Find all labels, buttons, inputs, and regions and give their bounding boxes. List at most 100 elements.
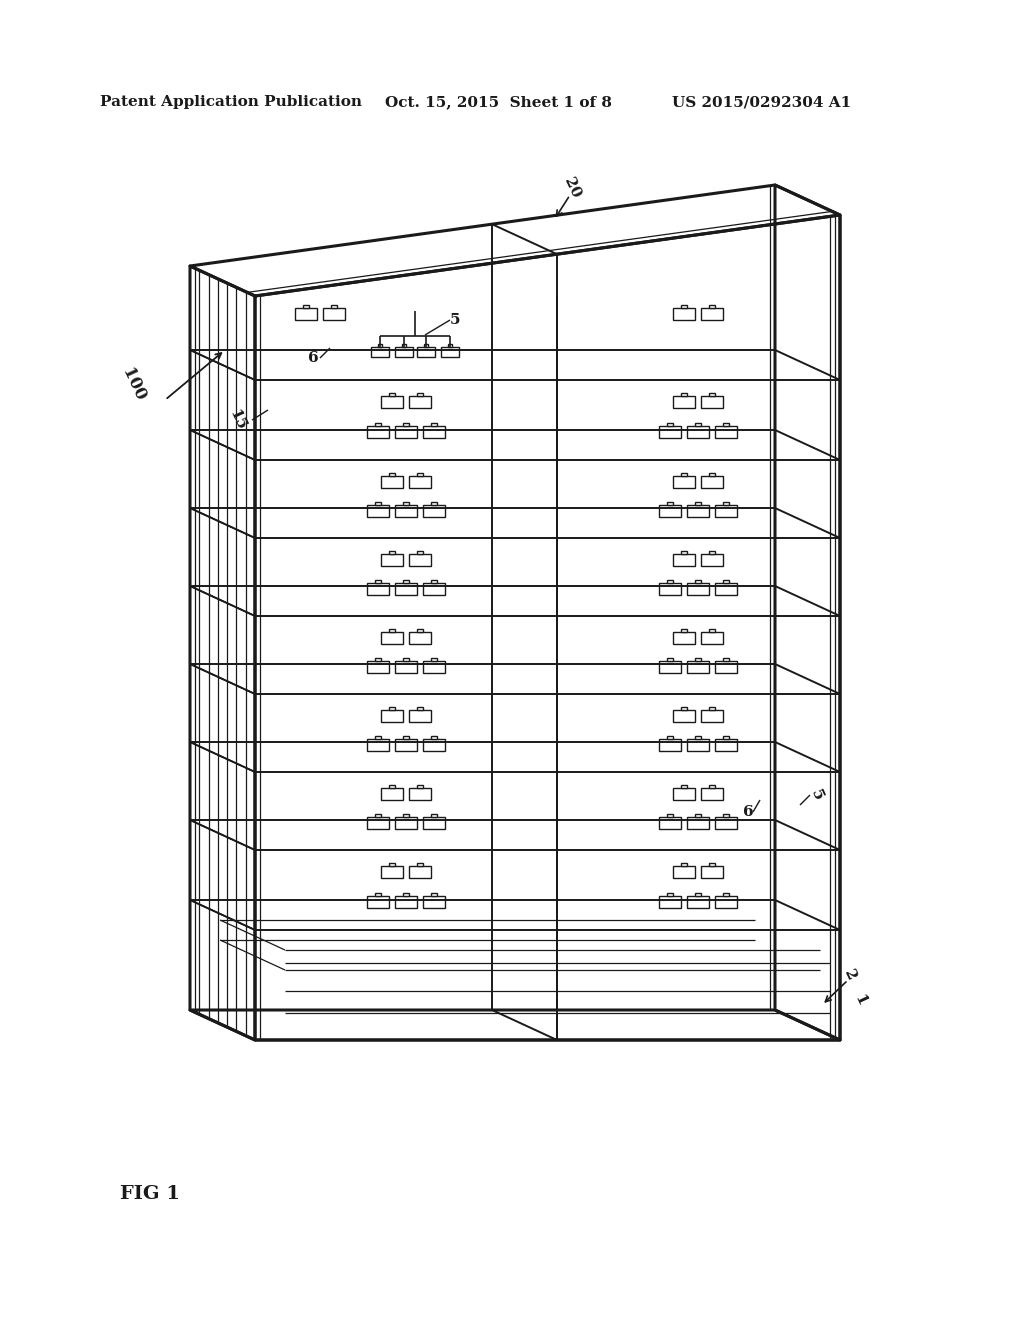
Bar	[723, 735, 729, 739]
Bar	[389, 785, 394, 788]
Bar	[659, 817, 681, 829]
Bar	[403, 579, 409, 582]
Bar	[403, 813, 409, 817]
Bar	[431, 502, 437, 504]
Bar	[395, 426, 417, 438]
Bar	[687, 661, 709, 673]
Bar	[715, 582, 737, 595]
Bar	[681, 305, 687, 309]
Bar	[403, 894, 409, 896]
Bar	[431, 422, 437, 426]
Bar	[417, 393, 423, 396]
Bar	[381, 632, 403, 644]
Bar	[701, 710, 723, 722]
Bar	[441, 347, 459, 358]
Text: FIG 1: FIG 1	[120, 1185, 180, 1203]
Bar	[395, 347, 413, 358]
Bar	[723, 813, 729, 817]
Bar	[701, 554, 723, 566]
Text: 6: 6	[742, 805, 754, 818]
Bar	[710, 473, 715, 475]
Bar	[431, 579, 437, 582]
Bar	[659, 661, 681, 673]
Bar	[367, 817, 389, 829]
Bar	[423, 817, 445, 829]
Bar	[409, 475, 431, 488]
Bar	[701, 788, 723, 800]
Bar	[323, 309, 345, 321]
Bar	[723, 657, 729, 661]
Bar	[381, 866, 403, 878]
Bar	[687, 426, 709, 438]
Bar	[403, 735, 409, 739]
Bar	[659, 896, 681, 908]
Bar	[681, 863, 687, 866]
Bar	[417, 863, 423, 866]
Bar	[375, 735, 381, 739]
Bar	[668, 422, 673, 426]
Bar	[409, 554, 431, 566]
Bar	[668, 579, 673, 582]
Bar	[417, 706, 423, 710]
Bar	[681, 473, 687, 475]
Bar	[687, 739, 709, 751]
Bar	[659, 426, 681, 438]
Bar	[375, 502, 381, 504]
Bar	[367, 504, 389, 516]
Bar	[431, 894, 437, 896]
Bar	[381, 788, 403, 800]
Text: 1: 1	[851, 993, 868, 1007]
Bar	[715, 817, 737, 829]
Bar	[447, 345, 453, 347]
Bar	[403, 657, 409, 661]
Bar	[381, 554, 403, 566]
Bar	[395, 896, 417, 908]
Text: Oct. 15, 2015  Sheet 1 of 8: Oct. 15, 2015 Sheet 1 of 8	[385, 95, 612, 110]
Text: Patent Application Publication: Patent Application Publication	[100, 95, 362, 110]
Bar	[668, 735, 673, 739]
Bar	[381, 710, 403, 722]
Bar	[389, 393, 394, 396]
Bar	[389, 863, 394, 866]
Bar	[715, 661, 737, 673]
Bar	[701, 632, 723, 644]
Text: 5: 5	[808, 787, 825, 803]
Bar	[395, 739, 417, 751]
Bar	[409, 866, 431, 878]
Bar	[409, 632, 431, 644]
Bar	[371, 347, 389, 358]
Bar	[375, 579, 381, 582]
Bar	[389, 706, 394, 710]
Text: 5: 5	[450, 313, 460, 327]
Bar	[687, 504, 709, 516]
Bar	[673, 788, 695, 800]
Bar	[409, 710, 431, 722]
Bar	[367, 582, 389, 595]
Bar	[673, 554, 695, 566]
Text: 2: 2	[842, 968, 858, 982]
Bar	[423, 739, 445, 751]
Bar	[695, 813, 700, 817]
Bar	[673, 396, 695, 408]
Text: 6: 6	[307, 351, 318, 366]
Bar	[375, 894, 381, 896]
Bar	[681, 550, 687, 554]
Bar	[659, 504, 681, 516]
Bar	[668, 894, 673, 896]
Bar	[423, 504, 445, 516]
Bar	[417, 347, 435, 358]
Bar	[389, 628, 394, 632]
Bar	[695, 735, 700, 739]
Bar	[695, 502, 700, 504]
Bar	[381, 396, 403, 408]
Bar	[710, 628, 715, 632]
Bar	[668, 657, 673, 661]
Bar	[395, 582, 417, 595]
Bar	[431, 735, 437, 739]
Bar	[673, 309, 695, 321]
Bar	[673, 866, 695, 878]
Bar	[710, 305, 715, 309]
Bar	[673, 632, 695, 644]
Bar	[710, 550, 715, 554]
Bar	[403, 422, 409, 426]
